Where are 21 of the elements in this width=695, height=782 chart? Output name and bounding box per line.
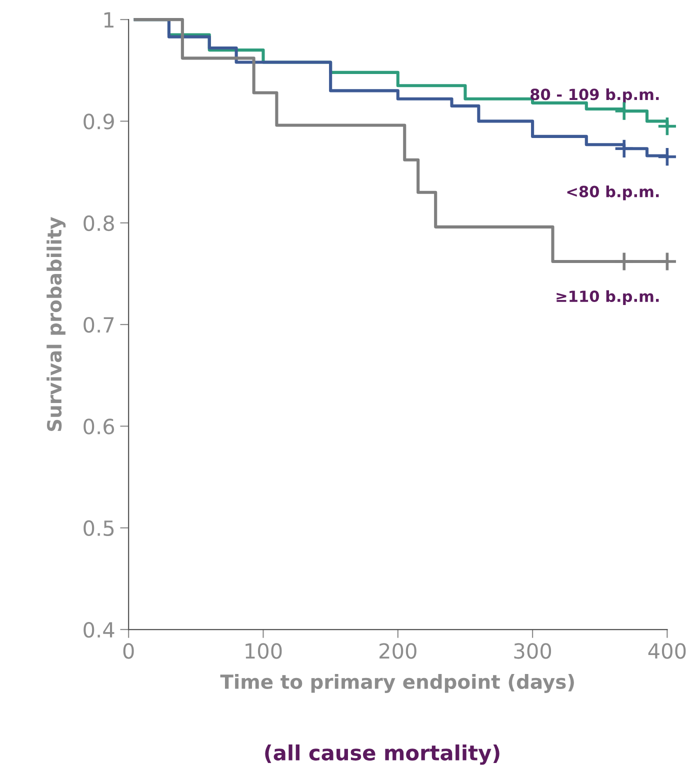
x-tick-label: 400 bbox=[648, 643, 686, 659]
point bbox=[614, 138, 634, 159]
y-tick-label: 0.4 bbox=[84, 622, 114, 638]
series-label: <80 b.p.m. bbox=[567, 186, 659, 200]
y-tick-label: 0.7 bbox=[84, 316, 114, 333]
series-label: 80 - 109 b.p.m. bbox=[530, 88, 659, 104]
series-label: ≥110 b.p.m. bbox=[556, 290, 659, 306]
y-tick-label: 0.8 bbox=[84, 215, 114, 232]
x-tick-label: 300 bbox=[514, 643, 552, 659]
point bbox=[657, 116, 678, 136]
x-tick-label: 0 bbox=[123, 643, 134, 659]
x-axis-title: Time to primary endpoint (days) bbox=[220, 674, 574, 693]
y-axis-title: Survival probability bbox=[46, 216, 66, 432]
y-tick-label: 0.5 bbox=[84, 520, 114, 536]
y-tick-label: 1 bbox=[104, 12, 114, 28]
text: (all cause mortality) bbox=[265, 744, 500, 765]
x-tick-label: 100 bbox=[246, 643, 282, 659]
point bbox=[657, 146, 678, 167]
x-tick-label: 200 bbox=[380, 643, 416, 659]
y-tick-label: 0.9 bbox=[84, 114, 114, 130]
y-tick-label: 0.6 bbox=[84, 418, 114, 434]
